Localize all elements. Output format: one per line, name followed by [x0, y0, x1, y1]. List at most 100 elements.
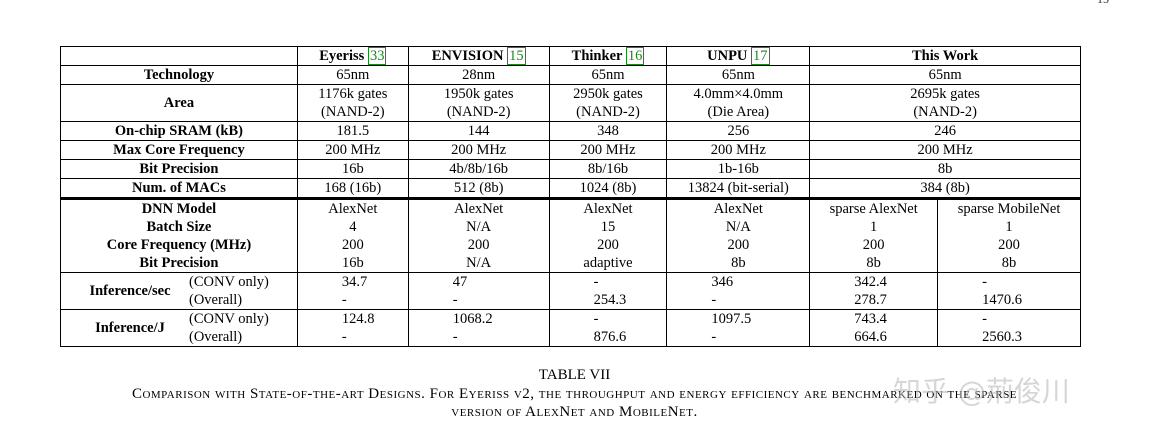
- row-label: Technology: [60, 65, 298, 85]
- table-cell: 246: [809, 121, 1081, 141]
- table-cell: -: [407, 328, 550, 347]
- table-cell: 8b: [937, 254, 1081, 273]
- row-label: Core Frequency (MHz): [60, 236, 298, 254]
- header-row: Eyeriss 33 ENVISION 15 Thinker 16 UNPU 17 Th…: [60, 46, 1081, 66]
- table-cell: -: [296, 291, 409, 310]
- table-cell: 8b/16b: [548, 159, 668, 179]
- citation-ref: 33: [367, 47, 387, 65]
- row-label: DNN Model: [60, 197, 298, 218]
- table-caption-title: TABLE VII: [538, 367, 611, 383]
- table-caption: Comparison with State-of-the-art Designs…: [0, 385, 1149, 421]
- cell-line: 2695k gates: [910, 86, 980, 102]
- column-header: Eyeriss 33: [296, 46, 409, 66]
- table-cell: 384 (8b): [809, 178, 1081, 199]
- table-cell: 2695k gates (NAND-2): [809, 84, 1081, 122]
- column-header: Thinker 16: [548, 46, 668, 66]
- table-row: Core Frequency (MHz) 200 200 200 200 200 200: [60, 236, 1081, 254]
- table-cell: 28nm: [407, 65, 550, 85]
- table-cell: N/A: [407, 254, 550, 273]
- row-label: Max Core Frequency: [60, 140, 298, 160]
- table-cell: -: [296, 328, 409, 347]
- table-cell: AlexNet: [296, 197, 409, 218]
- table-cell: 200 MHz: [407, 140, 550, 160]
- table-cell: -: [937, 309, 1081, 328]
- table-cell: 346: [666, 272, 811, 291]
- table-row: Max Core Frequency 200 MHz 200 MHz 200 MHz 2…: [60, 140, 1081, 160]
- table-cell: 1: [937, 218, 1081, 236]
- cell-line: (NAND-2): [576, 104, 640, 120]
- table-cell: 16b: [296, 254, 409, 273]
- page-number: 15: [1097, 0, 1109, 7]
- table-cell: -: [666, 328, 811, 347]
- table-cell: 512 (8b): [407, 178, 550, 199]
- table-cell: AlexNet: [548, 197, 668, 218]
- table-cell: 200 MHz: [809, 140, 1081, 160]
- table-cell: 1: [809, 218, 939, 236]
- table-cell: 256: [666, 121, 811, 141]
- table-cell: AlexNet: [407, 197, 550, 218]
- table-row: Bit Precision 16b N/A adaptive 8b 8b 8b: [60, 254, 1081, 273]
- table-row: Inference/sec(CONV only) 34.7 47-346 342.4-: [60, 272, 1081, 299]
- row-label: Inference/sec (CONV only): [60, 272, 298, 299]
- corner-cell: [60, 46, 298, 66]
- table-cell: 1950k gates (NAND-2): [407, 84, 550, 122]
- table-row: DNN Model AlexNet AlexNet AlexNet AlexNet spa…: [60, 197, 1081, 218]
- row-label: Inference/J (CONV only): [60, 309, 298, 336]
- column-name: UNPU: [707, 48, 748, 64]
- table-cell: 65nm: [666, 65, 811, 85]
- table-cell: 13824 (bit-serial): [666, 178, 811, 199]
- table-cell: -: [548, 309, 668, 328]
- table-cell: 200 MHz: [296, 140, 409, 160]
- table-cell: 1068.2: [407, 309, 550, 328]
- row-label: Batch Size: [60, 218, 298, 236]
- cell-line: (NAND-2): [321, 104, 385, 120]
- table-cell: 4.0mm×4.0mm (Die Area): [666, 84, 811, 122]
- cell-line: 1950k gates: [443, 86, 514, 102]
- row-label: (Overall): [60, 291, 298, 310]
- table-cell: 181.5: [296, 121, 409, 141]
- table-cell: N/A: [407, 218, 550, 236]
- table-cell: 144: [407, 121, 550, 141]
- table-cell: 34.7: [296, 272, 409, 291]
- table-cell: -: [937, 272, 1081, 291]
- table-cell: 278.7: [809, 291, 939, 310]
- row-label: (Overall): [60, 328, 298, 347]
- table-cell: 1024 (8b): [548, 178, 668, 199]
- column-header: UNPU 17: [666, 46, 811, 66]
- table-cell: 200 MHz: [548, 140, 668, 160]
- table-cell: 8b: [666, 254, 811, 273]
- citation-ref: 17: [751, 47, 770, 65]
- caption-line-2: version of AlexNet and MobileNet.: [451, 404, 698, 420]
- row-label: Area: [60, 84, 298, 122]
- table-row: Batch Size 4 N/A 15 N/A 1 1: [60, 218, 1081, 236]
- group-label: Inference/J: [95, 320, 165, 336]
- table-cell: 743.4: [809, 309, 939, 328]
- table-cell: 1b-16b: [666, 159, 811, 179]
- column-name: ENVISION: [431, 48, 504, 64]
- group-label: Inference/sec: [89, 283, 171, 299]
- column-name: Thinker: [571, 48, 623, 64]
- table-cell: 2560.3: [937, 328, 1081, 347]
- table-cell: 8b: [809, 254, 939, 273]
- citation-ref: 16: [625, 47, 645, 65]
- table-cell: 664.6: [809, 328, 939, 347]
- table-cell: 8b: [809, 159, 1081, 179]
- table-cell: -: [666, 291, 811, 310]
- table-row: Bit Precision 16b 4b/8b/16b 8b/16b 1b-16b 8b: [60, 159, 1081, 179]
- watermark: 知乎 @荊俊川: [893, 375, 1070, 408]
- cell-line: 2950k gates: [573, 86, 643, 102]
- table-cell: -: [407, 291, 550, 310]
- row-label: Num. of MACs: [60, 178, 298, 199]
- table-cell: sparse MobileNet: [937, 197, 1081, 218]
- column-header: This Work: [809, 46, 1081, 66]
- table-cell: adaptive: [548, 254, 668, 273]
- cell-line: (NAND-2): [913, 104, 977, 120]
- table-row: Inference/J(CONV only) 124.8 1068.2-1097.5…: [60, 309, 1081, 336]
- table-cell: 65nm: [296, 65, 409, 85]
- cell-line: 1176k gates: [318, 86, 388, 102]
- table-cell: 342.4: [809, 272, 939, 291]
- row-sublabel: (CONV only): [189, 274, 269, 290]
- row-label: Bit Precision: [60, 254, 298, 273]
- table-cell: 65nm: [548, 65, 668, 85]
- comparison-table: Eyeriss 33 ENVISION 15 Thinker 16 UNPU 17 Th…: [60, 46, 1081, 347]
